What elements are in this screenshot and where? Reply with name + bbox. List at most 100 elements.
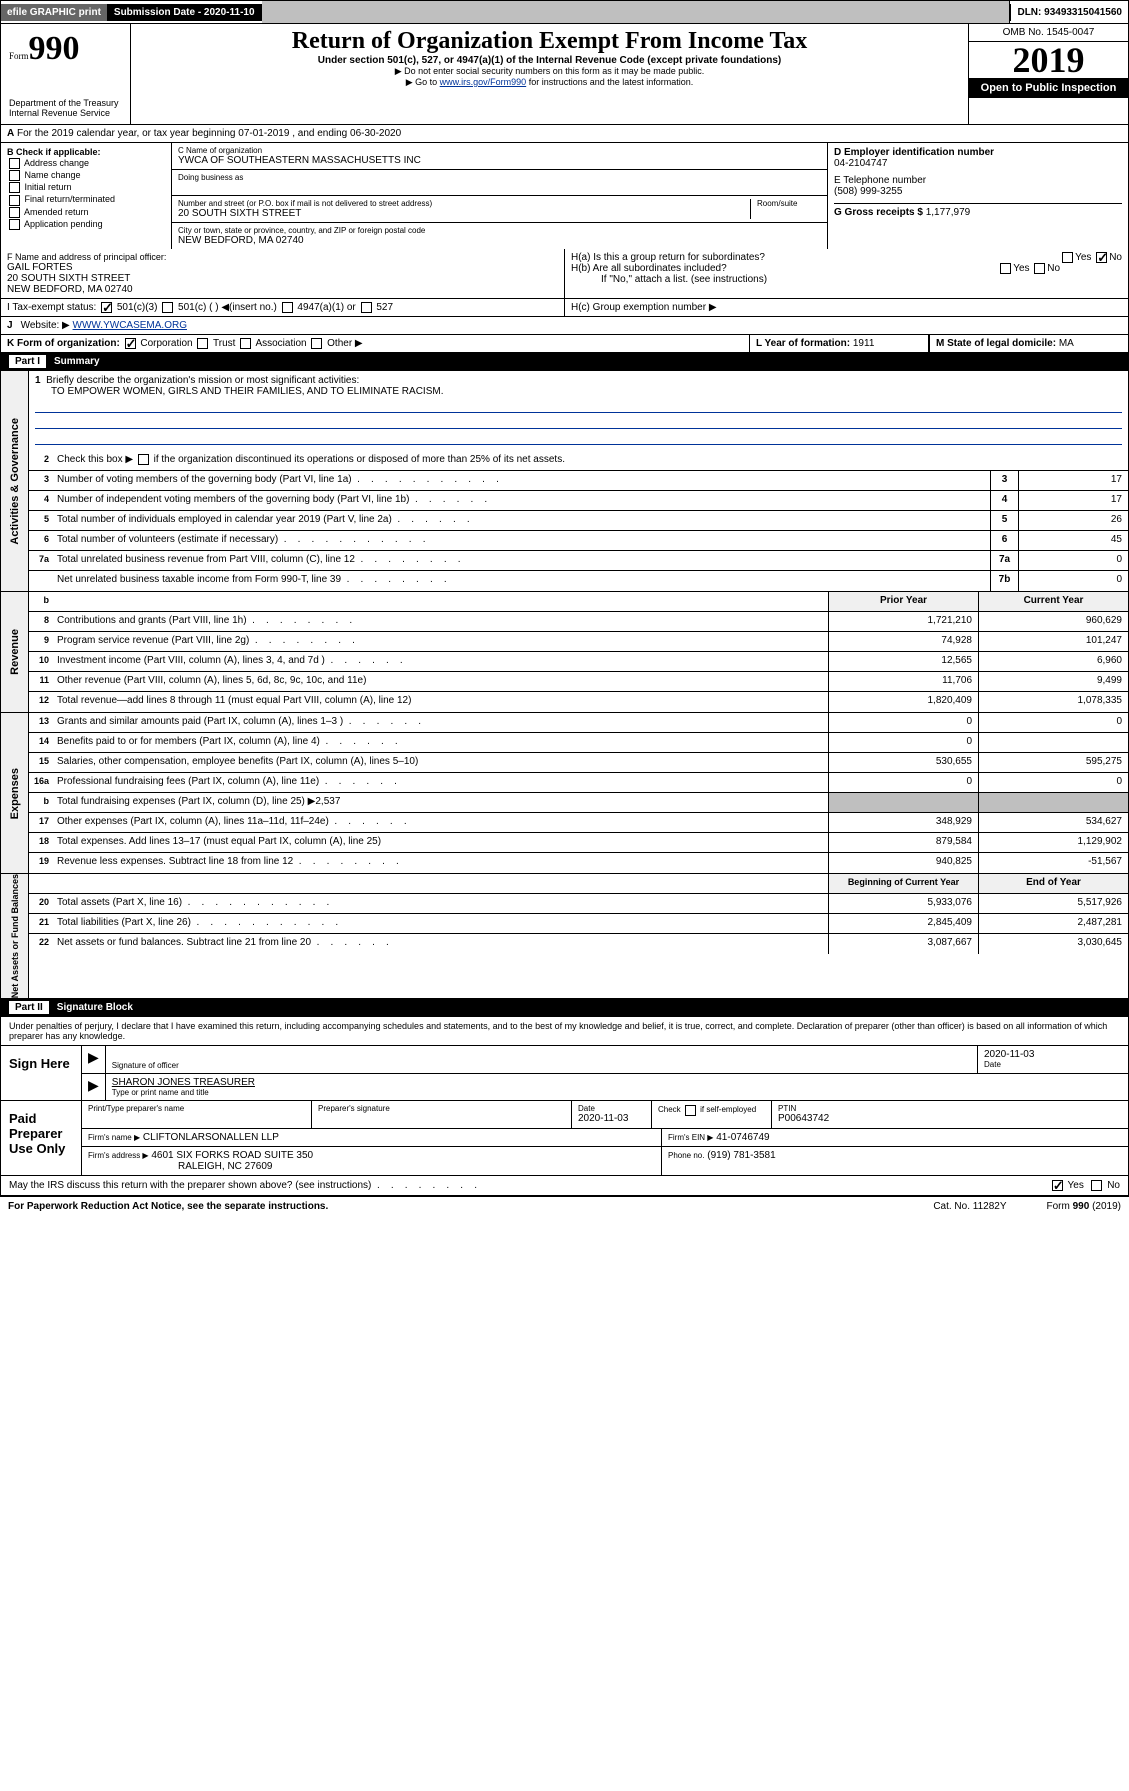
mission-text: TO EMPOWER WOMEN, GIRLS AND THEIR FAMILI… — [35, 386, 1122, 397]
no2: No — [1047, 263, 1060, 274]
m-label: M State of legal domicile: — [936, 338, 1056, 349]
sig-date: 2020-11-03 — [984, 1049, 1122, 1060]
efile-print-button[interactable]: efile GRAPHIC print — [1, 4, 108, 21]
cb-527[interactable] — [361, 302, 372, 313]
opt-address: Address change — [24, 158, 89, 168]
cb-amended[interactable] — [9, 207, 20, 218]
line-a: A For the 2019 calendar year, or tax yea… — [0, 125, 1129, 143]
cb-pending[interactable] — [9, 219, 20, 230]
date-label: Date — [984, 1060, 1122, 1069]
cb-self-employed[interactable] — [685, 1105, 696, 1116]
cb-assoc[interactable] — [240, 338, 251, 349]
opt-name: Name change — [25, 170, 81, 180]
preparer-sig-label: Preparer's signature — [318, 1104, 565, 1113]
opt-amended: Amended return — [24, 207, 89, 217]
website-link[interactable]: WWW.YWCASEMA.ORG — [73, 320, 187, 331]
cb-name-change[interactable] — [9, 170, 20, 181]
firm-addr: 4601 SIX FORKS ROAD SUITE 350 — [151, 1150, 313, 1161]
end-year-hdr: End of Year — [978, 874, 1128, 893]
name-title-label: Type or print name and title — [112, 1088, 1122, 1097]
l15: Salaries, other compensation, employee b… — [53, 753, 828, 772]
l16b: Total fundraising expenses (Part IX, col… — [53, 793, 828, 812]
c9: 101,247 — [978, 632, 1128, 651]
addr-label: Number and street (or P.O. box if mail i… — [178, 199, 744, 208]
phone-value: (508) 999-3255 — [834, 186, 902, 197]
sign-here-label: Sign Here — [1, 1046, 81, 1100]
l11: Other revenue (Part VIII, column (A), li… — [53, 672, 828, 691]
corp: Corporation — [140, 338, 192, 349]
org-name: YWCA OF SOUTHEASTERN MASSACHUSETTS INC — [178, 155, 821, 166]
l7b: Net unrelated business taxable income fr… — [53, 571, 990, 591]
c13: 0 — [978, 713, 1128, 732]
cb-address-change[interactable] — [9, 158, 20, 169]
501c3: 501(c)(3) — [117, 302, 158, 313]
cb-501c[interactable] — [162, 302, 173, 313]
p19: 940,825 — [828, 853, 978, 873]
c15: 595,275 — [978, 753, 1128, 772]
c18: 1,129,902 — [978, 833, 1128, 852]
room-label: Room/suite — [757, 199, 821, 208]
l14: Benefits paid to or for members (Part IX… — [53, 733, 828, 752]
hb-no[interactable] — [1034, 263, 1045, 274]
c21: 2,487,281 — [978, 914, 1128, 933]
cb-final[interactable] — [9, 195, 20, 206]
pra-notice: For Paperwork Reduction Act Notice, see … — [8, 1201, 328, 1212]
p11: 11,706 — [828, 672, 978, 691]
l16a: Professional fundraising fees (Part IX, … — [53, 773, 828, 792]
cb-501c3[interactable] — [101, 302, 112, 313]
cb-trust[interactable] — [197, 338, 208, 349]
title-block: Return of Organization Exempt From Incom… — [131, 24, 968, 124]
dy: Yes — [1068, 1181, 1084, 1192]
l6: Total number of volunteers (estimate if … — [53, 531, 990, 550]
l18: Total expenses. Add lines 13–17 (must eq… — [53, 833, 828, 852]
discuss-text: May the IRS discuss this return with the… — [9, 1180, 477, 1191]
mission-line3 — [35, 431, 1122, 445]
l10: Investment income (Part VIII, column (A)… — [53, 652, 828, 671]
cb-4947[interactable] — [282, 302, 293, 313]
v4: 17 — [1018, 491, 1128, 510]
c22: 3,030,645 — [978, 934, 1128, 954]
cb-initial[interactable] — [9, 182, 20, 193]
l17: Other expenses (Part IX, column (A), lin… — [53, 813, 828, 832]
l2-text: Check this box ▶ if the organization dis… — [57, 454, 565, 465]
cb-corp[interactable] — [125, 338, 136, 349]
ptin-label: PTIN — [778, 1104, 1122, 1113]
section-c: C Name of organization YWCA OF SOUTHEAST… — [171, 143, 828, 249]
mission-line2 — [35, 415, 1122, 429]
p16a: 0 — [828, 773, 978, 792]
p12: 1,820,409 — [828, 692, 978, 712]
ein-value: 04-2104747 — [834, 158, 887, 169]
p9: 74,928 — [828, 632, 978, 651]
l5: Total number of individuals employed in … — [53, 511, 990, 530]
cb-discontinued[interactable] — [138, 454, 149, 465]
p8: 1,721,210 — [828, 612, 978, 631]
form990-link[interactable]: www.irs.gov/Form990 — [440, 77, 527, 87]
officer-addr: 20 SOUTH SIXTH STREET — [7, 273, 558, 284]
ha-yes[interactable] — [1062, 252, 1073, 263]
year-block: OMB No. 1545-0047 2019 Open to Public In… — [968, 24, 1128, 124]
dn: No — [1107, 1181, 1120, 1192]
cb-other[interactable] — [311, 338, 322, 349]
discuss-no[interactable] — [1091, 1180, 1102, 1191]
ha-no[interactable] — [1096, 252, 1107, 263]
discuss-yes[interactable] — [1052, 1180, 1063, 1191]
c17: 534,627 — [978, 813, 1128, 832]
part2-num: Part II — [9, 1001, 49, 1014]
p21: 2,845,409 — [828, 914, 978, 933]
p22: 3,087,667 — [828, 934, 978, 954]
tax-status-label: Tax-exempt status: — [12, 302, 96, 313]
year-formation: 1911 — [853, 338, 875, 349]
firm-phone-label: Phone no. — [668, 1151, 704, 1160]
hb-yes[interactable] — [1000, 263, 1011, 274]
k-label: K Form of organization: — [7, 338, 120, 349]
subtitle-2: ▶ Do not enter social security numbers o… — [135, 66, 964, 77]
v5: 26 — [1018, 511, 1128, 530]
ein-label: D Employer identification number — [834, 147, 994, 158]
part2-header: Part IISignature Block — [0, 999, 1129, 1017]
opt-final: Final return/terminated — [25, 194, 116, 204]
c16a: 0 — [978, 773, 1128, 792]
c12: 1,078,335 — [978, 692, 1128, 712]
gross-label: G Gross receipts $ — [834, 207, 923, 218]
4947: 4947(a)(1) or — [297, 302, 355, 313]
l1-label: Briefly describe the organization's miss… — [46, 375, 359, 386]
